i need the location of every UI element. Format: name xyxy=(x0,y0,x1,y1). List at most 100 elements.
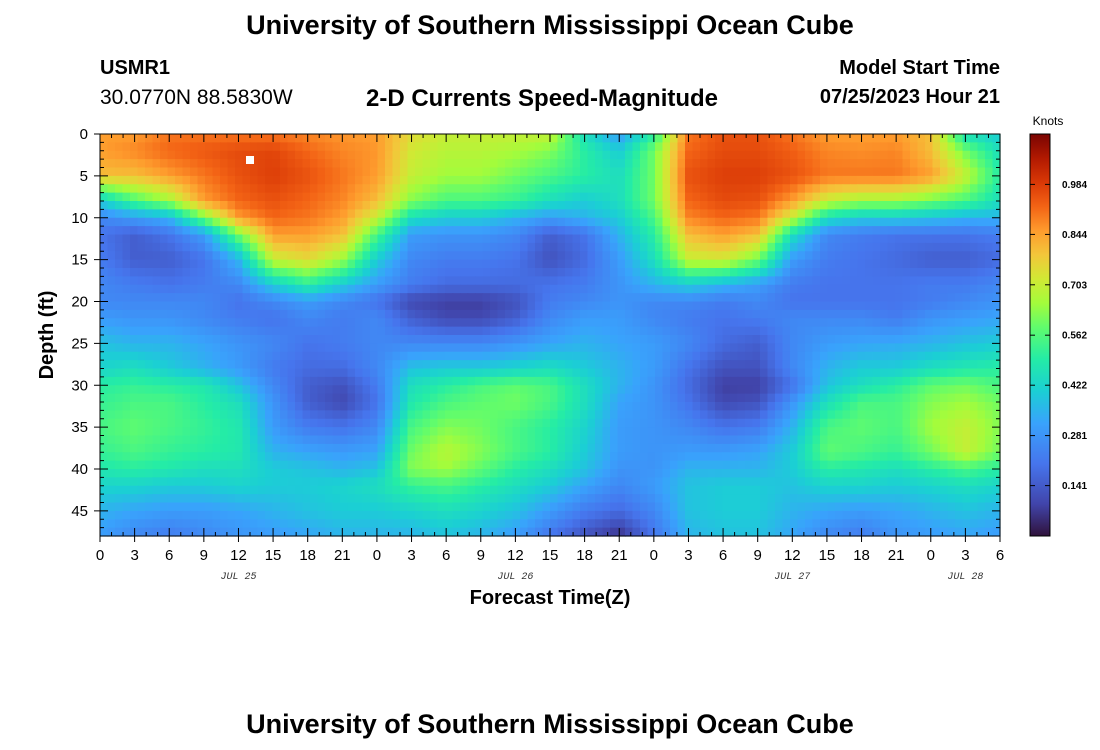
heatmap-cell xyxy=(557,335,566,344)
heatmap-cell xyxy=(475,368,484,378)
heatmap-cell xyxy=(145,293,154,303)
heatmap-cell xyxy=(257,326,266,336)
heatmap-cell xyxy=(580,167,589,177)
heatmap-cell xyxy=(445,142,454,152)
heatmap-cell xyxy=(460,343,469,353)
heatmap-cell xyxy=(610,226,619,236)
heatmap-cell xyxy=(917,209,926,219)
heatmap-cell xyxy=(175,360,184,370)
heatmap-cell xyxy=(145,410,154,420)
heatmap-cell xyxy=(685,268,694,277)
heatmap-cell xyxy=(857,192,866,202)
heatmap-cell xyxy=(460,318,469,328)
heatmap-cell xyxy=(707,192,716,202)
heatmap-cell xyxy=(467,192,476,202)
heatmap-cell xyxy=(947,452,956,462)
heatmap-cell xyxy=(932,201,941,210)
heatmap-cell xyxy=(152,242,161,252)
heatmap-cell xyxy=(692,134,701,143)
heatmap-cell xyxy=(527,167,536,177)
heatmap-cell xyxy=(332,452,341,462)
heatmap-cell xyxy=(235,276,244,286)
heatmap-cell xyxy=(190,226,199,236)
heatmap-cell xyxy=(287,477,296,487)
heatmap-cell xyxy=(182,276,191,286)
heatmap-cell xyxy=(167,376,176,386)
heatmap-cell xyxy=(985,226,994,236)
heatmap-cell xyxy=(587,284,596,294)
heatmap-cell xyxy=(602,242,611,252)
heatmap-cell xyxy=(280,335,289,344)
heatmap-cell xyxy=(685,184,694,194)
heatmap-cell xyxy=(557,376,566,386)
heatmap-cell xyxy=(925,443,934,453)
heatmap-cell xyxy=(145,309,154,319)
heatmap-cell xyxy=(377,368,386,378)
heatmap-cell xyxy=(430,460,439,470)
heatmap-cell xyxy=(265,410,274,420)
heatmap-cell xyxy=(497,234,506,244)
heatmap-cell xyxy=(752,251,761,261)
heatmap-cell xyxy=(610,309,619,319)
heatmap-cell xyxy=(932,259,941,269)
heatmap-cell xyxy=(737,251,746,261)
heatmap-cell xyxy=(490,301,499,311)
heatmap-cell xyxy=(790,259,799,269)
heatmap-cell xyxy=(970,360,979,370)
heatmap-cell xyxy=(392,402,401,411)
heatmap-cell xyxy=(880,159,889,169)
heatmap-cell xyxy=(587,443,596,453)
heatmap-cell xyxy=(370,142,379,152)
heatmap-cell xyxy=(355,268,364,277)
heatmap-cell xyxy=(700,318,709,328)
heatmap-cell xyxy=(692,167,701,177)
heatmap-cell xyxy=(752,351,761,361)
heatmap-cell xyxy=(100,477,109,487)
heatmap-cell xyxy=(572,167,581,177)
heatmap-cell xyxy=(700,410,709,420)
heatmap-cell xyxy=(572,443,581,453)
heatmap-cell xyxy=(137,452,146,462)
heatmap-cell xyxy=(805,142,814,152)
heatmap-cell xyxy=(107,201,116,210)
heatmap-cell xyxy=(670,368,679,378)
heatmap-cell xyxy=(820,318,829,328)
heatmap-cell xyxy=(565,418,574,428)
heatmap-cell xyxy=(452,460,461,470)
heatmap-cell xyxy=(947,410,956,420)
heatmap-cell xyxy=(985,385,994,395)
heatmap-cell xyxy=(152,452,161,462)
heatmap-cell xyxy=(265,460,274,470)
heatmap-cell xyxy=(752,435,761,445)
heatmap-cell xyxy=(842,393,851,403)
heatmap-cell xyxy=(557,242,566,252)
heatmap-cell xyxy=(287,268,296,277)
heatmap-cell xyxy=(527,326,536,336)
heatmap-cell xyxy=(745,460,754,470)
heatmap-cell xyxy=(715,418,724,428)
heatmap-cell xyxy=(122,309,131,319)
heatmap-cell xyxy=(347,335,356,344)
heatmap-cell xyxy=(925,276,934,286)
heatmap-cell xyxy=(280,192,289,202)
station-id: USMR1 xyxy=(100,57,171,79)
heatmap-cell xyxy=(145,368,154,378)
heatmap-cell xyxy=(422,192,431,202)
heatmap-cell xyxy=(280,167,289,177)
heatmap-cell xyxy=(130,393,139,403)
heatmap-cell xyxy=(115,293,124,303)
heatmap-cell xyxy=(737,343,746,353)
heatmap-cell xyxy=(437,469,446,478)
heatmap-cell xyxy=(250,393,259,403)
heatmap-cell xyxy=(160,242,169,252)
heatmap-cell xyxy=(925,192,934,202)
heatmap-cell xyxy=(302,217,311,227)
heatmap-cell xyxy=(572,469,581,478)
heatmap-cell xyxy=(505,402,514,411)
heatmap-cell xyxy=(520,268,529,277)
heatmap-cell xyxy=(700,343,709,353)
heatmap-cell xyxy=(392,410,401,420)
heatmap-cell xyxy=(722,427,731,437)
heatmap-cell xyxy=(640,201,649,210)
heatmap-cell xyxy=(782,368,791,378)
